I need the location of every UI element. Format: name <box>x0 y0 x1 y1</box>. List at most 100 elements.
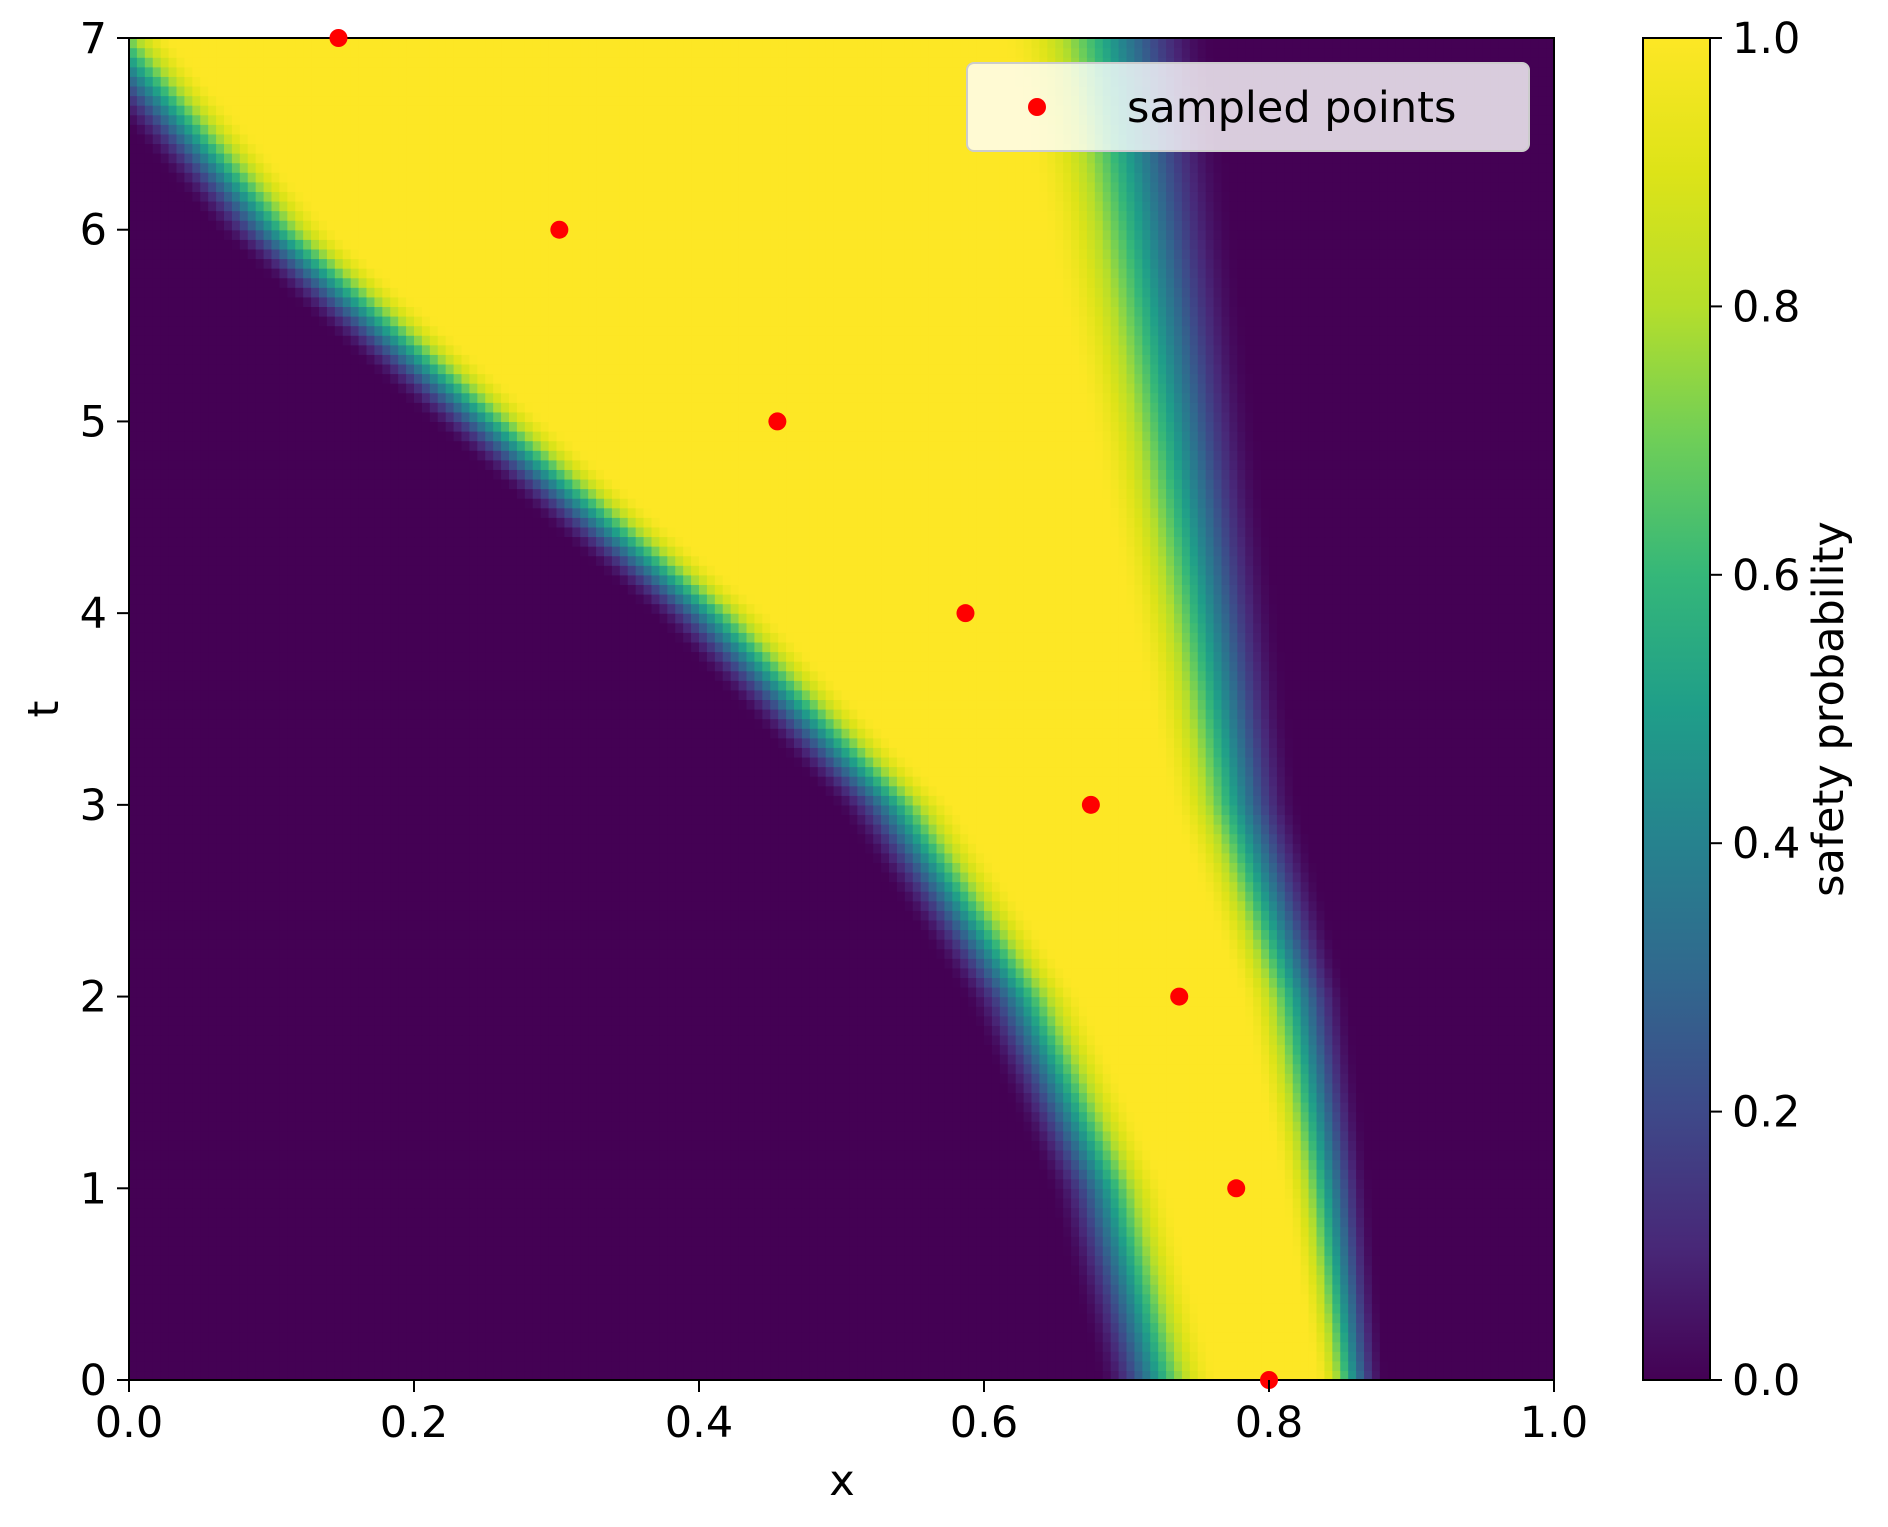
heatmap-cell <box>1174 1236 1183 1247</box>
heatmap-cell <box>1379 1255 1389 1266</box>
heatmap-cell <box>904 1236 914 1247</box>
heatmap-cell <box>548 1303 558 1314</box>
heatmap-cell <box>873 1188 882 1199</box>
heatmap-cell <box>683 1264 692 1276</box>
heatmap-cell <box>1379 1264 1389 1276</box>
heatmap-cell <box>129 1169 138 1180</box>
heatmap-cell <box>493 1351 502 1362</box>
heatmap-cell <box>572 1226 581 1237</box>
heatmap-cell <box>358 1121 368 1132</box>
heatmap-cell <box>1466 1226 1476 1237</box>
heatmap-cell <box>968 1178 977 1189</box>
heatmap-cell <box>564 1284 573 1295</box>
heatmap-cell <box>1435 1149 1444 1161</box>
heatmap-cell <box>896 1303 906 1314</box>
heatmap-cell <box>786 1255 795 1266</box>
heatmap-cell <box>1316 1197 1326 1209</box>
heatmap-cell <box>1055 1245 1064 1256</box>
heatmap-cell <box>1411 1149 1421 1161</box>
heatmap-cell <box>326 1149 336 1161</box>
heatmap-cell <box>1371 1322 1381 1333</box>
heatmap-cell <box>231 1226 241 1237</box>
heatmap-cell <box>675 1111 684 1122</box>
heatmap-cell <box>477 1293 486 1304</box>
heatmap-cell <box>881 1255 890 1266</box>
heatmap-cell <box>1459 1312 1468 1324</box>
heatmap-cell <box>809 1121 819 1132</box>
heatmap-cell <box>382 1245 391 1256</box>
heatmap-cell <box>485 1121 494 1132</box>
heatmap-cell <box>778 1341 787 1352</box>
heatmap-cell <box>1490 1121 1500 1132</box>
heatmap-cell <box>841 1351 851 1362</box>
heatmap-cell <box>1205 1178 1215 1189</box>
heatmap-cell <box>1324 1188 1333 1199</box>
heatmap-cell <box>1490 1169 1500 1180</box>
heatmap-cell <box>1205 1169 1215 1180</box>
heatmap-cell <box>991 1207 1001 1218</box>
heatmap-cell <box>1292 1178 1302 1189</box>
heatmap-cell <box>493 1197 502 1209</box>
heatmap-cell <box>968 1207 977 1218</box>
heatmap-cell <box>1110 1169 1120 1180</box>
heatmap-cell <box>1514 1149 1523 1161</box>
heatmap-cell <box>390 1217 399 1228</box>
heatmap-cell <box>611 1207 621 1218</box>
heatmap-cell <box>200 1217 209 1228</box>
heatmap-cell <box>231 1293 241 1304</box>
heatmap-cell <box>611 1188 621 1199</box>
heatmap-cell <box>485 1207 494 1218</box>
heatmap-cell <box>770 1351 779 1362</box>
heatmap-cell <box>1387 1360 1397 1372</box>
heatmap-cell <box>976 1360 985 1372</box>
heatmap-cell <box>152 1188 162 1199</box>
heatmap-cell <box>1023 1226 1033 1237</box>
heatmap-cell <box>738 1341 748 1352</box>
heatmap-cell <box>738 1140 748 1151</box>
heatmap-cell <box>358 1322 368 1333</box>
heatmap-cell <box>896 1130 906 1141</box>
heatmap-cell <box>1506 1274 1516 1285</box>
heatmap-cell <box>1427 1351 1436 1362</box>
heatmap-cell <box>247 1149 257 1161</box>
heatmap-cell <box>643 1121 653 1132</box>
heatmap-cell <box>255 1207 265 1218</box>
heatmap-cell <box>699 1236 708 1247</box>
heatmap-cell <box>999 1245 1009 1256</box>
heatmap-cell <box>160 1207 170 1218</box>
heatmap-cell <box>295 1130 304 1141</box>
heatmap-cell <box>358 1207 368 1218</box>
heatmap-cell <box>762 1159 771 1170</box>
heatmap-cell <box>1174 1264 1183 1276</box>
heatmap-cell <box>984 1207 993 1218</box>
heatmap-cell <box>445 1226 455 1237</box>
heatmap-cell <box>414 1140 423 1151</box>
heatmap-cell <box>1063 1169 1072 1180</box>
heatmap-cell <box>944 1303 953 1314</box>
heatmap-cell <box>326 1245 336 1256</box>
heatmap-cell <box>1015 1255 1025 1266</box>
heatmap-cell <box>912 1169 922 1180</box>
heatmap-cell <box>271 1159 281 1170</box>
heatmap-cell <box>675 1293 684 1304</box>
heatmap-cell <box>841 1341 851 1352</box>
heatmap-cell <box>865 1207 874 1218</box>
heatmap-cell <box>255 1332 265 1343</box>
heatmap-cell <box>1023 1332 1033 1343</box>
heatmap-cell <box>1340 1274 1349 1285</box>
heatmap-cell <box>889 1159 898 1170</box>
heatmap-cell <box>1411 1178 1421 1189</box>
heatmap-cell <box>168 1322 178 1333</box>
heatmap-cell <box>414 1159 423 1170</box>
heatmap-cell <box>168 1274 178 1285</box>
heatmap-cell <box>999 1284 1009 1295</box>
heatmap-cell <box>1245 1274 1254 1285</box>
heatmap-cell <box>1181 1341 1191 1352</box>
heatmap-cell <box>857 1159 866 1170</box>
heatmap-cell <box>374 1236 383 1247</box>
heatmap-cell <box>596 1370 605 1381</box>
heatmap-cell <box>390 1169 399 1180</box>
heatmap-cell <box>1379 1188 1389 1199</box>
heatmap-cell <box>366 1169 376 1180</box>
heatmap-cell <box>1150 1284 1159 1295</box>
